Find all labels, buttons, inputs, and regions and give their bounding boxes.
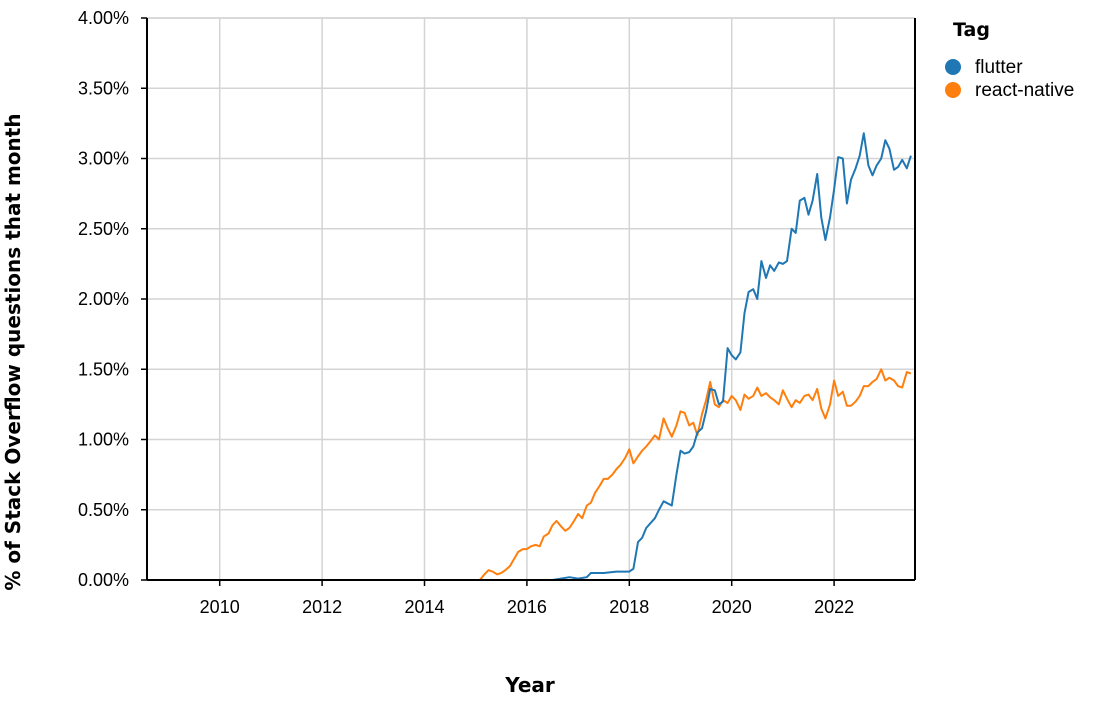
x-tick-label: 2018 — [609, 597, 649, 617]
y-tick-label: 3.50% — [78, 78, 129, 98]
series-lines — [147, 132, 912, 581]
series-line-flutter — [147, 132, 912, 581]
legend-label-react-native: react-native — [975, 80, 1074, 101]
y-axis-title: % of Stack Overflow questions that month — [1, 113, 25, 590]
axes — [141, 17, 916, 586]
y-tick-label: 0.50% — [78, 500, 129, 520]
legend-label-flutter: flutter — [975, 57, 1023, 78]
legend-marker-react-native — [945, 82, 961, 98]
y-tick-label: 2.00% — [78, 289, 129, 309]
y-tick-label: 0.00% — [78, 570, 129, 590]
x-tick-label: 2022 — [814, 597, 854, 617]
y-tick-label: 1.50% — [78, 359, 129, 379]
tick-labels: 0.00% 0.50% 1.00% 1.50% 2.00% 2.50% 3.00% 3.50%… — [78, 8, 854, 617]
x-tick-label: 2010 — [200, 597, 240, 617]
x-axis-title: Year — [504, 673, 555, 697]
grid-lines — [147, 17, 915, 581]
y-tick-label: 2.50% — [78, 219, 129, 239]
y-tick-label: 1.00% — [78, 430, 129, 450]
x-tick-label: 2016 — [507, 597, 547, 617]
legend-marker-flutter — [945, 59, 961, 75]
y-tick-label: 4.00% — [78, 8, 129, 28]
x-tick-label: 2012 — [302, 597, 342, 617]
legend-title: Tag — [953, 19, 990, 41]
y-tick-label: 3.00% — [78, 149, 129, 169]
x-tick-label: 2014 — [404, 597, 444, 617]
x-tick-label: 2020 — [712, 597, 752, 617]
series-line-react-native — [147, 368, 912, 581]
